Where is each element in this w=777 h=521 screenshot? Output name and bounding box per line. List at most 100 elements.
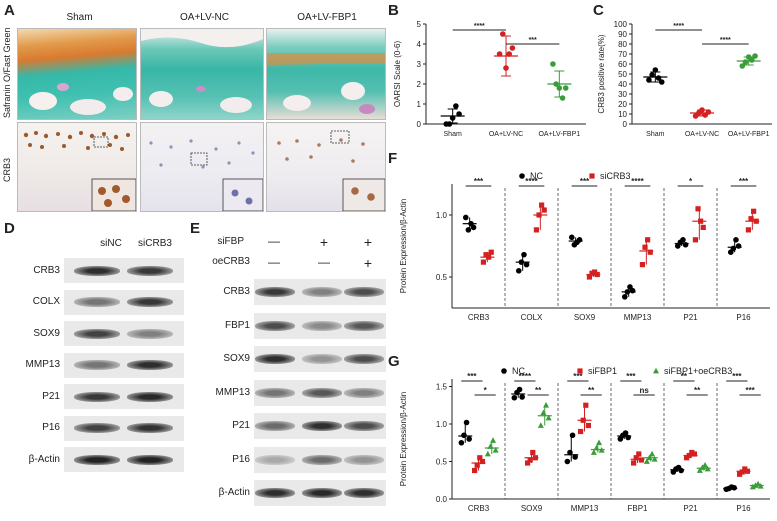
data-point [686, 452, 692, 459]
data-point [749, 57, 755, 63]
data-point [593, 444, 600, 451]
significance-label: *** [580, 177, 590, 186]
data-point [503, 65, 509, 71]
y-tick-label: 20 [618, 100, 627, 109]
significance-label: ** [535, 386, 542, 395]
y-tick-label: 60 [618, 60, 627, 69]
panel-label-e: E [190, 220, 201, 237]
legend-label: siCRB3 [600, 171, 631, 181]
significance-label: **** [525, 177, 538, 186]
data-point [678, 467, 684, 474]
data-point [550, 61, 556, 67]
data-point [559, 95, 566, 101]
blot-e-band [344, 454, 384, 465]
data-point [639, 262, 646, 268]
y-tick-label: 0 [623, 120, 628, 129]
x-tick-label: OA+LV-FBP1 [728, 131, 770, 138]
significance-label: **** [631, 177, 644, 186]
y-tick-label: 1 [417, 100, 422, 109]
data-point [638, 457, 644, 463]
data-point [461, 432, 467, 439]
blot-e-band [255, 488, 295, 498]
data-point [680, 237, 686, 243]
blot-e-band [344, 488, 384, 498]
data-point [583, 402, 589, 408]
y-tick-label: 1.0 [436, 420, 448, 429]
histology-crb3-sham [17, 122, 137, 212]
data-point [596, 439, 603, 446]
blot-e-band [302, 320, 342, 331]
data-point [624, 289, 631, 295]
data-point [684, 455, 690, 461]
histology-safranin-sham [17, 28, 137, 120]
significance-label: **** [519, 372, 532, 381]
data-point [569, 432, 576, 439]
column-header-oa-lv-nc: OA+LV-NC [180, 12, 229, 23]
blot-e-label-oecrb3: oeCRB3 [212, 256, 250, 267]
data-point [655, 75, 662, 81]
y-tick-label: 1.0 [436, 211, 448, 220]
data-point [631, 460, 637, 466]
data-point [752, 53, 758, 59]
blot-e-label-sifbp: siFBP [217, 236, 244, 247]
data-point [737, 471, 743, 477]
data-point [700, 224, 706, 230]
data-point [651, 456, 658, 462]
blot-e-strip [254, 413, 386, 439]
y-tick-label: 100 [614, 20, 628, 29]
chart-f-sicrb3: 0.5 1.0 Protein Expression/β-Actin CRB3 COLX… [399, 171, 770, 322]
data-point [465, 227, 472, 233]
data-point [537, 422, 544, 428]
data-point [580, 417, 586, 423]
x-tick-label: CRB3 [468, 313, 490, 322]
y-tick-label: 10 [618, 110, 627, 119]
data-point [453, 103, 459, 109]
data-point [647, 249, 653, 255]
blot-d-strip [64, 447, 184, 472]
blot-d-band [74, 391, 120, 402]
panel-label-d: D [4, 220, 15, 237]
data-point [753, 218, 759, 224]
y-tick-label: 70 [618, 50, 627, 59]
y-tick-label: 2 [417, 80, 422, 89]
significance-label: *** [529, 37, 537, 44]
blot-e-oecrb3-1: — [268, 255, 280, 269]
histology-crb3-oa-fbp1 [266, 122, 386, 212]
blot-e-band [255, 421, 295, 431]
blot-e-strip [254, 446, 386, 473]
y-tick-label: 1.5 [436, 383, 448, 392]
blot-d-strip [64, 415, 184, 441]
data-point [530, 449, 536, 456]
data-point [705, 109, 712, 115]
data-point [755, 480, 762, 487]
significance-label: ns [639, 386, 649, 395]
data-point [629, 287, 636, 294]
blot-e-strip [254, 379, 386, 406]
data-point [521, 251, 527, 258]
data-point [698, 218, 704, 224]
data-point [496, 51, 503, 57]
data-point [564, 458, 571, 465]
data-point [646, 77, 652, 83]
histology-safranin-oa-fbp1 [266, 28, 386, 120]
blot-d-band [127, 454, 173, 465]
data-point [466, 436, 472, 442]
data-point [533, 227, 540, 233]
data-point [568, 234, 575, 241]
data-point [536, 212, 542, 218]
data-point [477, 455, 483, 461]
data-point [492, 447, 499, 453]
significance-label: *** [739, 177, 749, 186]
chart-g-sifbp1: 0.0 0.5 1.0 1.5 Protein Expression/β-Actin CR… [399, 366, 770, 513]
blot-e-strip [254, 279, 386, 305]
data-point [748, 216, 754, 222]
blot-e-band [255, 387, 295, 398]
blot-e-oecrb3-3: + [363, 255, 373, 271]
y-tick-label: 30 [618, 90, 627, 99]
data-point [744, 468, 750, 474]
significance-label: * [484, 386, 488, 395]
column-header-oa-lv-fbp1: OA+LV-FBP1 [297, 12, 357, 23]
column-header-sham: Sham [66, 12, 93, 23]
chart-b-oarsi: 0 1 2 3 4 5 OARSI Scale (0-6) Sham OA+LV-NC OA+LV… [393, 20, 586, 138]
row-label-safranin: Safranin O/Fast Green [2, 27, 12, 118]
